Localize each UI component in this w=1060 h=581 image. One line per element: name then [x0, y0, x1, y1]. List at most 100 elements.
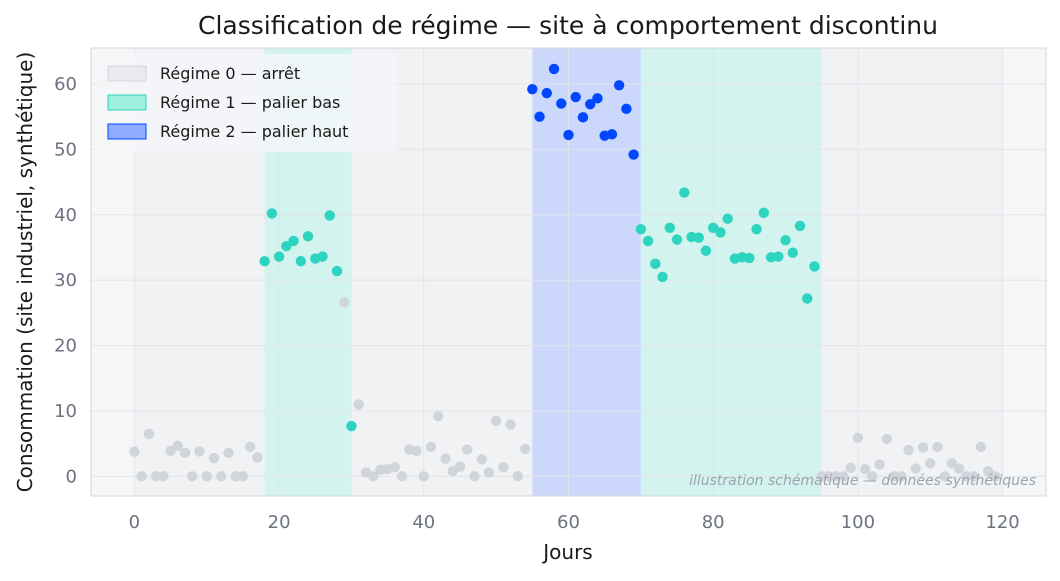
data-point-regime-0: [859, 463, 871, 475]
data-point-regime-1: [642, 235, 654, 247]
data-point-regime-1: [317, 251, 328, 262]
plot-area: 0 20 40 60 80 100 120 0 10 20 30 40 50 60 illustration…: [54, 47, 1047, 533]
data-point-regime-0: [961, 471, 972, 482]
data-point-regime-0: [505, 419, 516, 430]
data-point-regime-0: [339, 297, 350, 308]
regime-band-4: [640, 48, 822, 496]
data-point-regime-0: [990, 471, 1001, 482]
data-point-regime-0: [237, 471, 249, 482]
y-tick-label: 30: [54, 270, 77, 291]
data-point-regime-2: [613, 80, 625, 91]
chart-annotation: illustration schématique — données synth…: [689, 473, 1036, 489]
data-point-regime-1: [295, 256, 307, 267]
data-point-regime-0: [462, 444, 473, 455]
data-point-regime-0: [150, 471, 162, 482]
y-tick-label: 60: [54, 74, 77, 95]
data-point-regime-0: [852, 432, 864, 443]
data-point-regime-0: [469, 471, 480, 482]
x-tick-label: 100: [841, 512, 875, 533]
data-point-regime-1: [331, 265, 343, 277]
data-point-regime-0: [498, 462, 509, 473]
data-point-regime-2: [534, 111, 545, 122]
y-tick-label: 20: [54, 336, 77, 357]
legend-swatch-regime-1: [107, 94, 147, 111]
data-point-regime-0: [903, 445, 914, 456]
data-point-regime-0: [982, 465, 994, 477]
data-point-regime-2: [592, 93, 603, 104]
data-point-regime-2: [527, 84, 538, 95]
y-axis-label: Consommation (site industriel, synthétiq…: [13, 52, 37, 493]
chart-title: Classification de régime — site à compor…: [198, 11, 938, 40]
data-point-regime-1: [780, 235, 791, 246]
data-point-regime-0: [244, 441, 256, 453]
data-point-regime-1: [288, 235, 299, 247]
data-point-regime-1: [809, 261, 820, 272]
data-point-regime-0: [896, 471, 907, 482]
data-point-regime-2: [570, 91, 581, 103]
data-point-regime-1: [715, 227, 726, 238]
data-point-regime-1: [302, 231, 314, 242]
data-point-regime-1: [657, 271, 668, 283]
data-point-regime-0: [172, 440, 184, 451]
data-point-regime-0: [389, 462, 401, 473]
data-point-regime-2: [577, 112, 589, 123]
legend-label-regime-1: Régime 1 — palier bas: [160, 93, 340, 112]
data-point-regime-0: [975, 441, 987, 453]
data-point-regime-0: [136, 471, 147, 482]
x-tick-label: 80: [702, 512, 725, 533]
data-point-regime-0: [874, 459, 885, 470]
data-point-regime-0: [194, 446, 205, 457]
x-tick-label: 20: [268, 512, 291, 533]
legend-swatch-regime-2: [107, 123, 147, 140]
data-point-regime-1: [773, 251, 784, 262]
data-point-regime-0: [433, 411, 444, 422]
data-point-regime-1: [324, 210, 335, 221]
data-point-regime-0: [201, 471, 212, 482]
data-point-regime-2: [556, 98, 567, 109]
data-point-regime-0: [910, 463, 921, 474]
data-point-regime-1: [802, 293, 813, 304]
data-point-regime-0: [187, 471, 198, 482]
data-point-regime-0: [129, 446, 140, 457]
legend-background: [97, 54, 397, 152]
data-point-regime-1: [744, 252, 755, 264]
data-point-regime-1: [751, 223, 762, 235]
data-point-regime-1: [758, 207, 770, 219]
regime-band-3: [532, 48, 641, 496]
data-point-regime-0: [483, 467, 495, 478]
data-point-regime-0: [490, 415, 502, 426]
data-point-regime-0: [208, 452, 220, 464]
legend-label-regime-2: Régime 2 — palier haut: [160, 122, 348, 141]
x-tick-label: 40: [412, 512, 435, 533]
data-point-regime-0: [230, 471, 241, 482]
data-point-regime-1: [700, 245, 712, 256]
legend-label-regime-0: Régime 0 — arrêt: [160, 64, 300, 83]
x-axis-label: Jours: [541, 540, 592, 564]
data-point-regime-2: [606, 129, 618, 140]
data-point-regime-1: [273, 251, 285, 262]
data-point-regime-1: [787, 247, 798, 258]
data-point-regime-0: [917, 442, 929, 453]
data-point-regime-0: [845, 462, 856, 474]
data-point-regime-0: [830, 471, 842, 482]
data-point-regime-0: [823, 471, 835, 482]
data-point-regime-0: [353, 399, 364, 410]
legend-swatch-regime-0: [107, 65, 147, 82]
data-point-regime-1: [259, 256, 270, 267]
data-point-regime-2: [621, 103, 632, 115]
data-point-regime-0: [519, 443, 531, 455]
data-point-regime-1: [635, 223, 647, 235]
data-point-regime-0: [165, 445, 176, 457]
data-point-regime-1: [679, 187, 690, 198]
x-tick-label: 0: [129, 512, 140, 533]
data-point-regime-0: [881, 433, 893, 445]
data-point-regime-0: [158, 471, 169, 482]
y-tick-label: 50: [54, 139, 77, 160]
data-point-regime-0: [968, 471, 979, 482]
data-point-regime-0: [946, 458, 958, 469]
data-point-regime-0: [411, 445, 422, 457]
data-point-regime-0: [953, 463, 965, 474]
data-point-regime-0: [512, 471, 524, 482]
data-point-regime-0: [838, 471, 849, 482]
data-point-regime-0: [476, 454, 487, 465]
